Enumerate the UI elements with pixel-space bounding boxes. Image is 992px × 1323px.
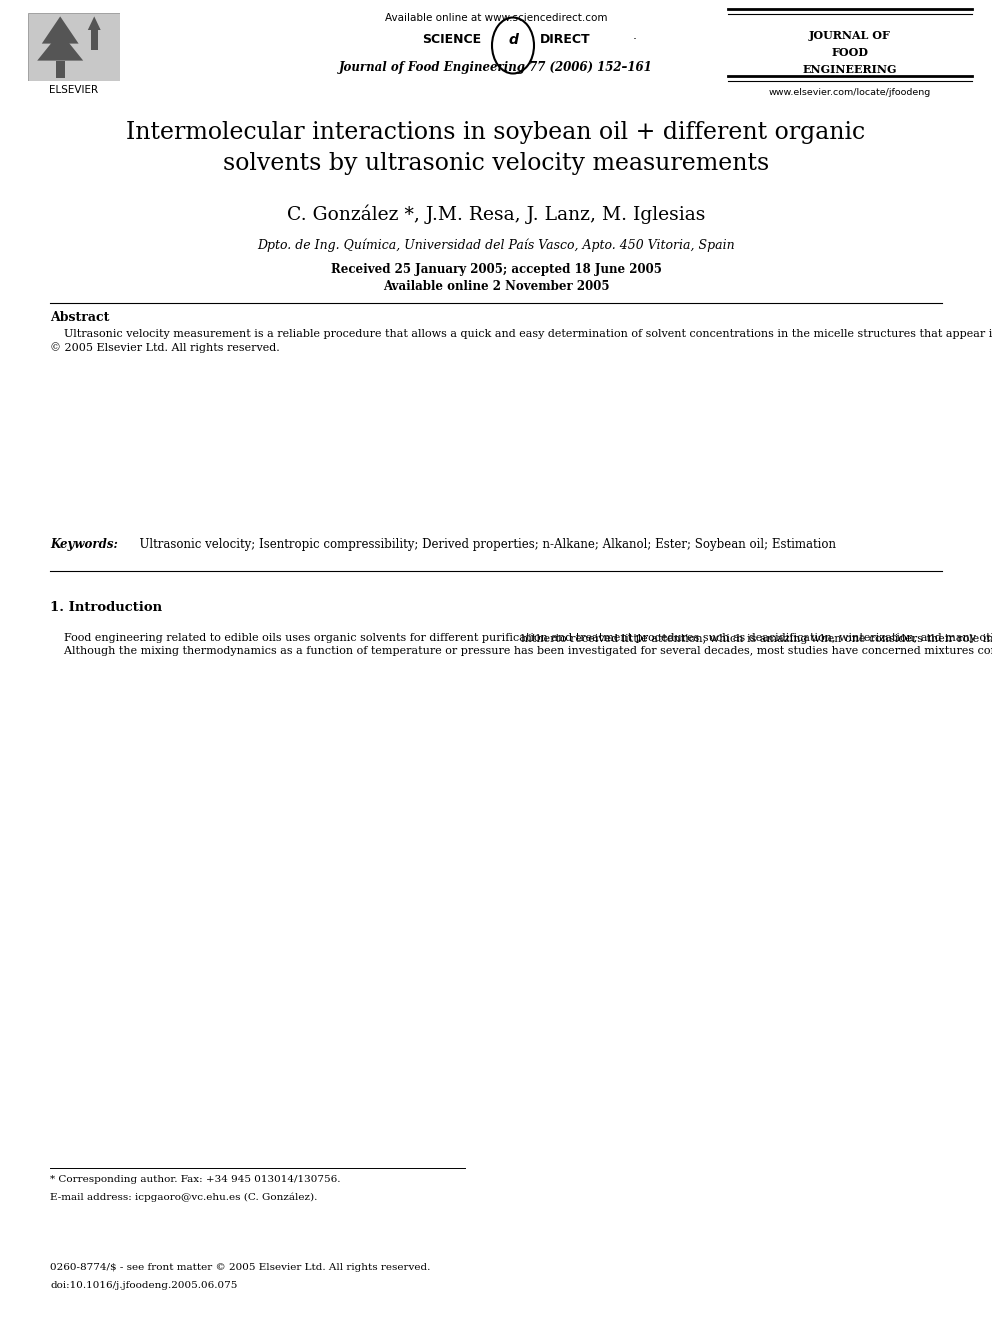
Text: SCIENCE: SCIENCE (422, 33, 481, 46)
Bar (56, 61, 64, 78)
Bar (90, 30, 98, 50)
Polygon shape (38, 32, 83, 61)
Text: ELSEVIER: ELSEVIER (50, 85, 98, 95)
Text: FOOD: FOOD (831, 48, 869, 58)
Text: Available online 2 November 2005: Available online 2 November 2005 (383, 280, 609, 292)
Text: doi:10.1016/j.jfoodeng.2005.06.075: doi:10.1016/j.jfoodeng.2005.06.075 (50, 1281, 237, 1290)
Text: C. González *, J.M. Resa, J. Lanz, M. Iglesias: C. González *, J.M. Resa, J. Lanz, M. Ig… (287, 205, 705, 225)
Polygon shape (42, 16, 78, 44)
Text: E-mail address: icpgaoro@vc.ehu.es (C. González).: E-mail address: icpgaoro@vc.ehu.es (C. G… (50, 1193, 317, 1203)
Text: Ultrasonic velocity; Isentropic compressibility; Derived properties; n-Alkane; A: Ultrasonic velocity; Isentropic compress… (132, 538, 836, 550)
Text: Dpto. de Ing. Química, Universidad del País Vasco, Apto. 450 Vitoria, Spain: Dpto. de Ing. Química, Universidad del P… (257, 238, 735, 251)
Text: DIRECT: DIRECT (540, 33, 590, 46)
Text: 1. Introduction: 1. Introduction (50, 601, 162, 614)
Text: * Corresponding author. Fax: +34 945 013014/130756.: * Corresponding author. Fax: +34 945 013… (50, 1175, 340, 1184)
Text: Ultrasonic velocity measurement is a reliable procedure that allows a quick and : Ultrasonic velocity measurement is a rel… (50, 328, 992, 353)
Text: Available online at www.sciencedirect.com: Available online at www.sciencedirect.co… (385, 13, 607, 22)
Text: 0260-8774/$ - see front matter © 2005 Elsevier Ltd. All rights reserved.: 0260-8774/$ - see front matter © 2005 El… (50, 1263, 431, 1271)
Text: JOURNAL OF: JOURNAL OF (809, 30, 891, 41)
Polygon shape (88, 16, 100, 30)
Text: Received 25 January 2005; accepted 18 June 2005: Received 25 January 2005; accepted 18 Ju… (330, 263, 662, 277)
Text: Keywords:: Keywords: (50, 538, 118, 550)
Text: Intermolecular interactions in soybean oil + different organic
solvents by ultra: Intermolecular interactions in soybean o… (126, 120, 866, 175)
Text: ENGINEERING: ENGINEERING (803, 64, 897, 75)
Text: Abstract: Abstract (50, 311, 109, 324)
Text: Journal of Food Engineering 77 (2006) 152–161: Journal of Food Engineering 77 (2006) 15… (339, 61, 653, 74)
Text: www.elsevier.com/locate/jfoodeng: www.elsevier.com/locate/jfoodeng (769, 89, 931, 97)
Text: hitherto received little attention, which is amazing when one considers their ro: hitherto received little attention, whic… (521, 632, 992, 643)
Text: Food engineering related to edible oils uses organic solvents for different puri: Food engineering related to edible oils … (50, 632, 992, 656)
Text: d: d (508, 33, 518, 48)
Text: ·: · (633, 33, 637, 46)
